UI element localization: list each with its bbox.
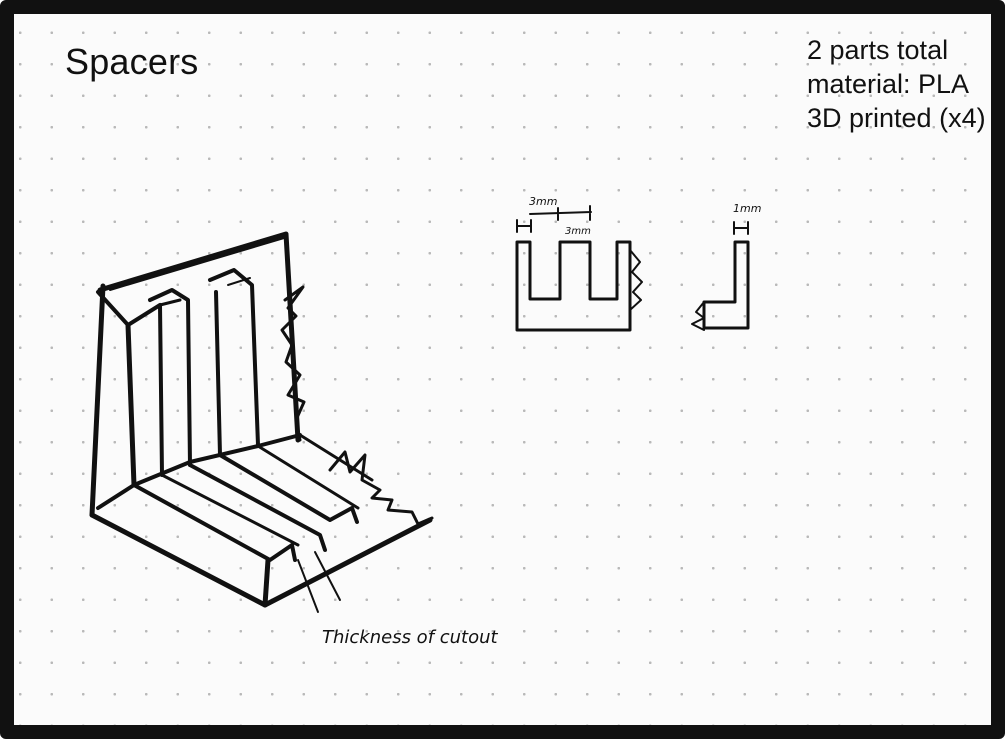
note-line: 3D printed (x4) [807,103,986,133]
dim-label-slot: 3mm [529,195,557,208]
cutout-thickness-label: Thickness of cutout [322,627,499,648]
note-line: material: PLA [807,69,970,99]
dim-label-wall: 1mm [733,202,761,215]
note-line: 2 parts total [807,35,949,65]
notes-block: 2 parts total material: PLA 3D printed (… [807,33,986,135]
isometric-spacer-sketch [89,231,434,613]
page-title: Spacers [65,41,199,82]
dim-label-tooth: 3mm [565,226,591,237]
comb-profile-view [515,205,643,332]
side-profile-view [691,221,750,331]
